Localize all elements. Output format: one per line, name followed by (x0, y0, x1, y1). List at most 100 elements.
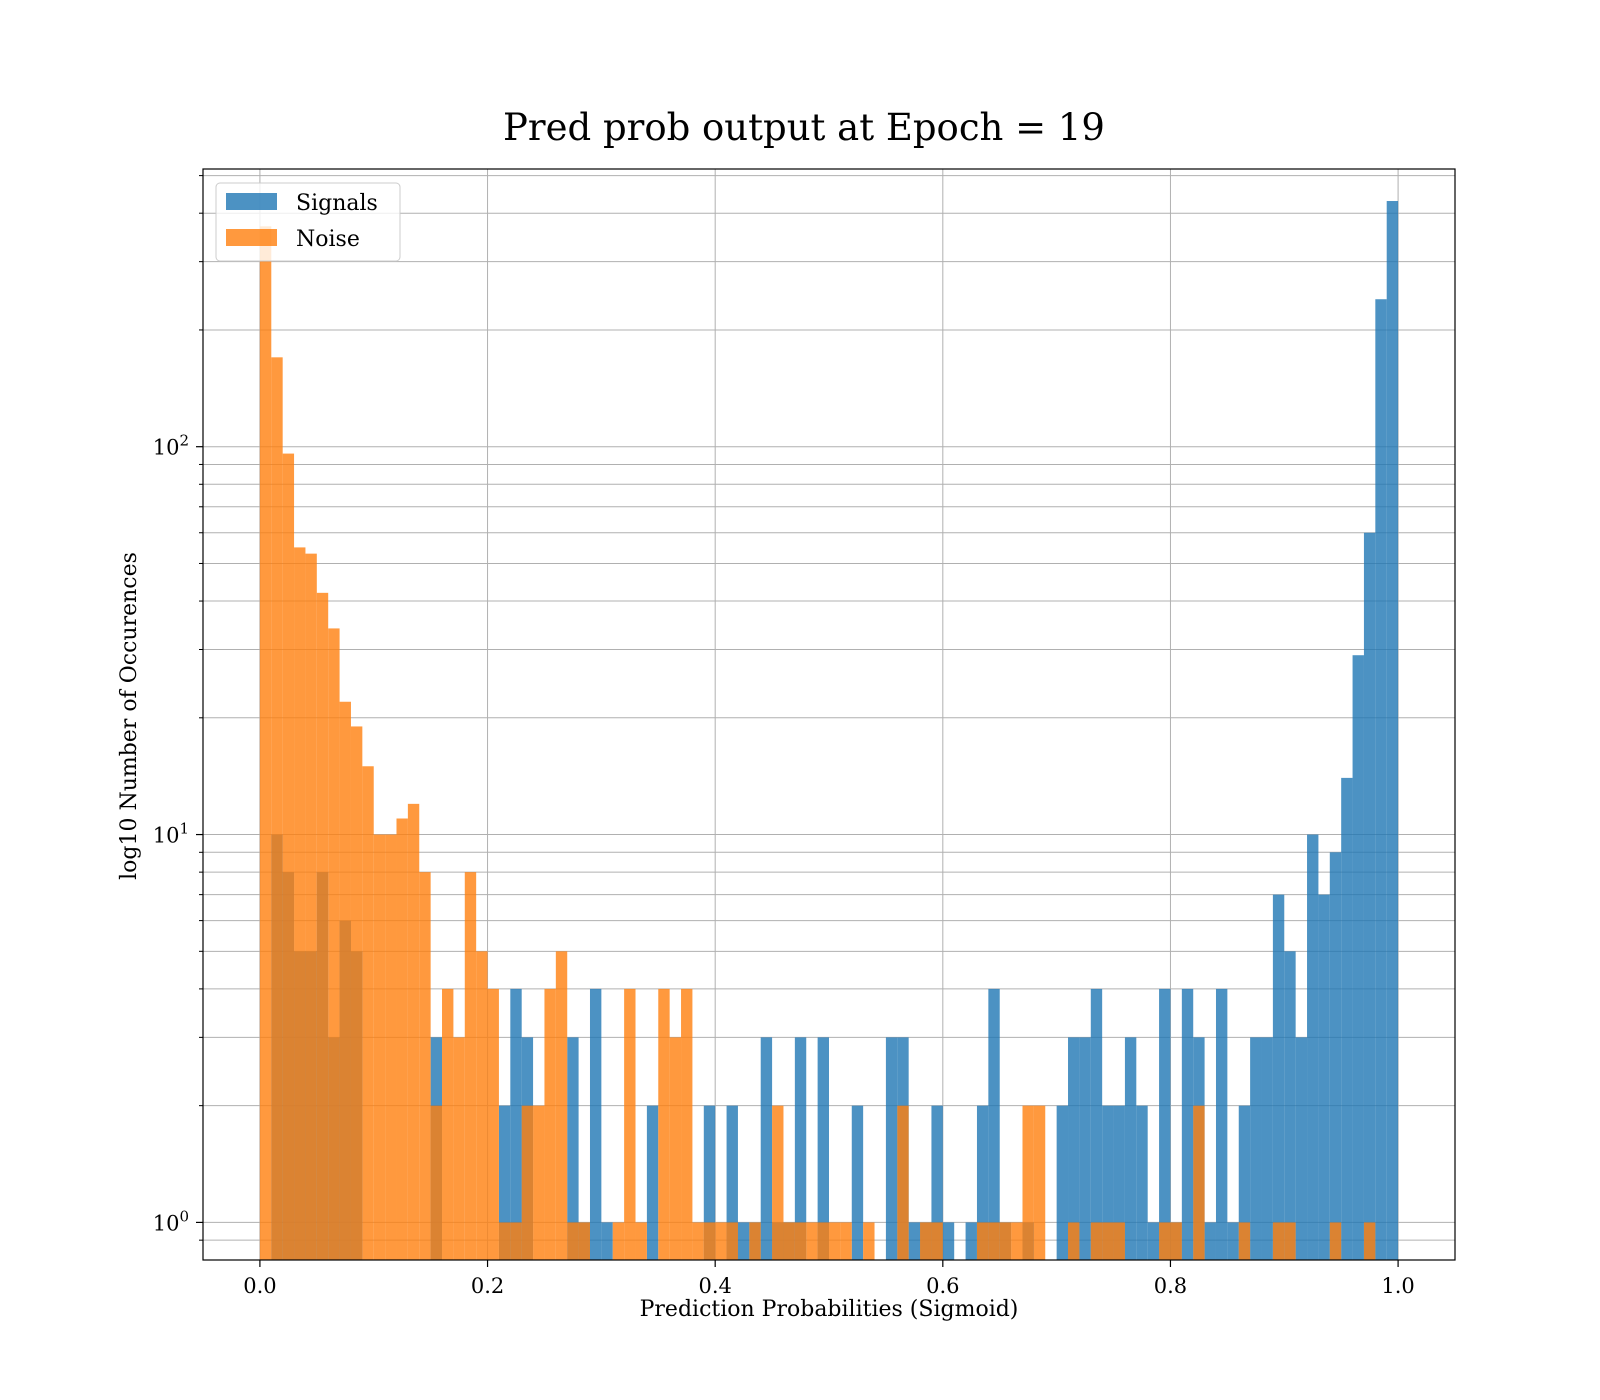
noise-bar (1238, 1222, 1251, 1260)
noise-bar (476, 951, 488, 1260)
noise-bar (976, 1222, 989, 1260)
x-axis-label: Prediction Probabilities (Sigmoid) (640, 1297, 1019, 1322)
noise-bar (715, 1222, 727, 1260)
signals-bar (703, 1105, 716, 1260)
noise-bar (1033, 1105, 1046, 1260)
noise-bar (1068, 1222, 1080, 1260)
noise-bar (1329, 1222, 1342, 1260)
noise-bar (498, 1222, 511, 1260)
noise-bar (328, 628, 340, 1260)
noise-bar (658, 988, 670, 1260)
chart-title: Pred prob output at Epoch = 19 (503, 106, 1105, 149)
signals-bar (1136, 1105, 1148, 1260)
noise-bar (612, 1222, 625, 1260)
signals-bar (1124, 1037, 1137, 1260)
x-tick-label: 0.6 (926, 1274, 959, 1298)
y-tick-label: 100 (153, 1207, 189, 1235)
noise-bar (1102, 1222, 1114, 1260)
noise-bar (385, 834, 397, 1260)
signals-bar (851, 1105, 864, 1260)
noise-bar (863, 1222, 875, 1260)
signals-bar (1147, 1222, 1160, 1260)
noise-bar (1090, 1222, 1103, 1260)
noise-bar (1113, 1222, 1125, 1260)
noise-bar (840, 1222, 852, 1260)
y-axis-ticks: 100 101 102 (153, 175, 203, 1241)
signals-bar (1329, 852, 1342, 1260)
legend-swatch-signals (226, 193, 277, 210)
noise-bar (669, 1037, 682, 1260)
noise-bar (578, 1222, 590, 1260)
noise-bar (373, 834, 386, 1260)
signals-bar (737, 1222, 750, 1260)
noise-bar (692, 1222, 704, 1260)
noise-bar (510, 1222, 522, 1260)
x-tick-label: 0.4 (698, 1274, 731, 1298)
noise-bar (339, 701, 351, 1260)
noise-bar (453, 1037, 465, 1260)
signals-bar (976, 1105, 989, 1260)
noise-bar (396, 818, 408, 1260)
noise-bar (555, 951, 568, 1260)
noise-bar (533, 1105, 545, 1260)
signals-bar (498, 1105, 511, 1260)
signals-bar (567, 1037, 579, 1260)
noise-bar (305, 553, 317, 1260)
noise-bar (567, 1222, 579, 1260)
signals-bar (1250, 1037, 1262, 1260)
signals-bar (1341, 777, 1353, 1260)
noise-bar (544, 988, 556, 1260)
legend: Signals Noise (215, 182, 401, 262)
noise-bar (726, 1222, 738, 1260)
signals-bar (1068, 1037, 1080, 1260)
signals-bar (1227, 1222, 1239, 1260)
signals-bar (1272, 894, 1285, 1260)
plot-frame (202, 168, 1456, 1261)
signals-bar (1056, 1105, 1069, 1260)
signals-bar (1113, 1105, 1125, 1260)
noise-bar (794, 1222, 807, 1260)
legend-label-signals: Signals (296, 191, 378, 216)
signals-bar (726, 1105, 738, 1260)
x-tick-label: 1.0 (1381, 1274, 1414, 1298)
signals-bar (942, 1222, 955, 1260)
noise-bar (1284, 1222, 1296, 1260)
signals-bar (1181, 988, 1194, 1260)
signals-bar (1215, 988, 1228, 1260)
noise-bar (999, 1222, 1012, 1260)
signals-bar (589, 988, 602, 1260)
signals-bar (988, 988, 1000, 1260)
signals-bar (1284, 951, 1296, 1260)
noise-bar (316, 592, 329, 1260)
noise-bar (817, 1222, 829, 1260)
noise-bar (294, 547, 306, 1260)
noise-bar (749, 1222, 761, 1260)
signals-bar (1159, 988, 1171, 1260)
y-tick-label: 102 (153, 432, 189, 460)
legend-swatch-noise (226, 229, 277, 246)
x-tick-label: 0.2 (471, 1274, 504, 1298)
signals-bar (1307, 834, 1319, 1260)
noise-bar (1363, 1222, 1376, 1260)
noise-bars (259, 226, 1376, 1261)
noise-bar (464, 872, 477, 1260)
legend-label-noise: Noise (296, 227, 360, 252)
signals-bar (1386, 201, 1399, 1261)
noise-bar (407, 803, 420, 1260)
x-tick-label: 0.8 (1154, 1274, 1187, 1298)
noise-bar (703, 1222, 716, 1260)
signals-bar (817, 1037, 829, 1260)
noise-bar (487, 988, 499, 1260)
signals-bar (965, 1222, 977, 1260)
noise-bar (772, 1105, 784, 1260)
noise-bar (282, 453, 295, 1260)
noise-bar (681, 988, 693, 1260)
signals-bar (1375, 299, 1387, 1260)
noise-bar (259, 226, 272, 1261)
noise-bar (419, 872, 431, 1260)
signals-bar (1090, 988, 1103, 1260)
signals-bar (794, 1037, 807, 1260)
noise-bar (1272, 1222, 1285, 1260)
signals-bar (1102, 1105, 1114, 1260)
